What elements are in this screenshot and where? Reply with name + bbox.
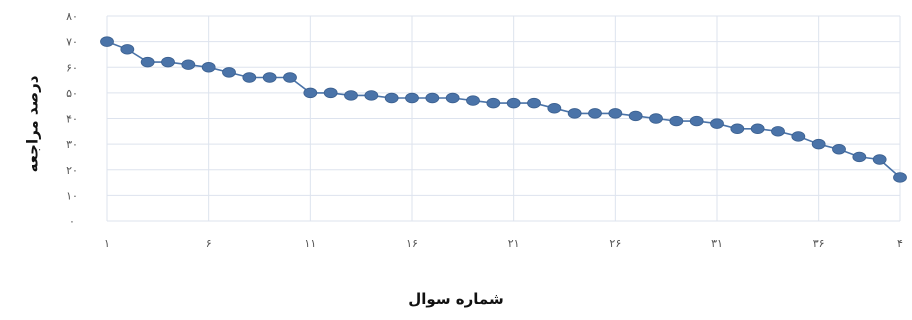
data-point bbox=[445, 92, 460, 104]
data-point bbox=[466, 95, 480, 106]
data-points bbox=[100, 36, 907, 183]
y-tick-label: ۲۰ bbox=[66, 164, 78, 177]
data-point bbox=[771, 126, 785, 137]
data-point bbox=[811, 138, 826, 150]
x-tick-label: ۱۱ bbox=[304, 237, 316, 250]
y-tick-label: ۷۰ bbox=[66, 36, 78, 49]
gridlines bbox=[106, 15, 901, 222]
data-point bbox=[222, 67, 236, 78]
data-point bbox=[547, 103, 562, 114]
y-axis-title: درصد مراجعه bbox=[24, 75, 42, 172]
y-tick-label: ۴۰ bbox=[66, 113, 78, 126]
data-point bbox=[710, 118, 724, 129]
data-point bbox=[364, 90, 379, 101]
y-tick-label: ۶۰ bbox=[66, 61, 78, 74]
data-point bbox=[262, 72, 277, 83]
data-point bbox=[405, 92, 419, 104]
x-tick-label: ۳۱ bbox=[711, 237, 723, 250]
data-point bbox=[872, 154, 887, 165]
data-point bbox=[608, 108, 623, 119]
y-tick-label: ۰ bbox=[69, 215, 75, 228]
x-tick-label: ۱ bbox=[104, 237, 110, 250]
y-tick-label: ۱۰ bbox=[66, 189, 78, 202]
data-point bbox=[323, 87, 338, 99]
data-point bbox=[588, 108, 602, 119]
x-tick-label: ۲۱ bbox=[508, 237, 520, 250]
data-point bbox=[527, 97, 541, 109]
data-point bbox=[120, 44, 135, 55]
x-tick-label: ۱۶ bbox=[406, 237, 418, 250]
data-point bbox=[689, 115, 704, 127]
x-tick-label: ۶ bbox=[206, 237, 212, 250]
x-tick-label: ۴ bbox=[897, 237, 903, 250]
y-tick-label: ۸۰ bbox=[66, 10, 78, 23]
data-point bbox=[283, 72, 297, 83]
x-tick-label: ۲۶ bbox=[609, 237, 621, 250]
series-line-layer bbox=[106, 40, 901, 179]
series-line bbox=[106, 40, 901, 179]
data-point bbox=[161, 56, 175, 68]
data-point bbox=[181, 59, 196, 70]
data-point bbox=[303, 87, 318, 99]
data-point bbox=[791, 131, 806, 142]
data-point bbox=[730, 123, 745, 134]
y-tick-label: ۵۰ bbox=[66, 87, 78, 100]
x-tick-label: ۳۶ bbox=[813, 237, 825, 250]
y-tick-labels: ۰ ۱۰ ۲۰ ۳۰ ۴۰ ۵۰ ۶۰ ۷۰ ۸۰ bbox=[66, 10, 78, 228]
data-point bbox=[567, 108, 582, 119]
data-point bbox=[506, 97, 521, 109]
data-point bbox=[384, 92, 399, 104]
data-point bbox=[852, 151, 867, 163]
x-tick-labels: ۱ ۶ ۱۱ ۱۶ ۲۱ ۲۶ ۳۱ ۳۶ ۴ bbox=[104, 237, 903, 250]
x-axis-title: شماره سوال bbox=[408, 290, 503, 308]
data-point bbox=[242, 72, 257, 83]
y-tick-label: ۳۰ bbox=[66, 138, 78, 151]
data-point bbox=[649, 113, 663, 124]
data-point bbox=[893, 172, 907, 183]
data-point bbox=[100, 36, 114, 47]
data-point bbox=[201, 62, 216, 73]
data-point bbox=[669, 115, 684, 127]
data-point bbox=[425, 92, 440, 104]
data-point bbox=[832, 144, 846, 155]
data-point bbox=[628, 110, 643, 122]
data-point bbox=[344, 90, 358, 101]
data-point bbox=[140, 56, 155, 68]
data-point bbox=[486, 97, 501, 109]
data-point bbox=[750, 123, 765, 134]
